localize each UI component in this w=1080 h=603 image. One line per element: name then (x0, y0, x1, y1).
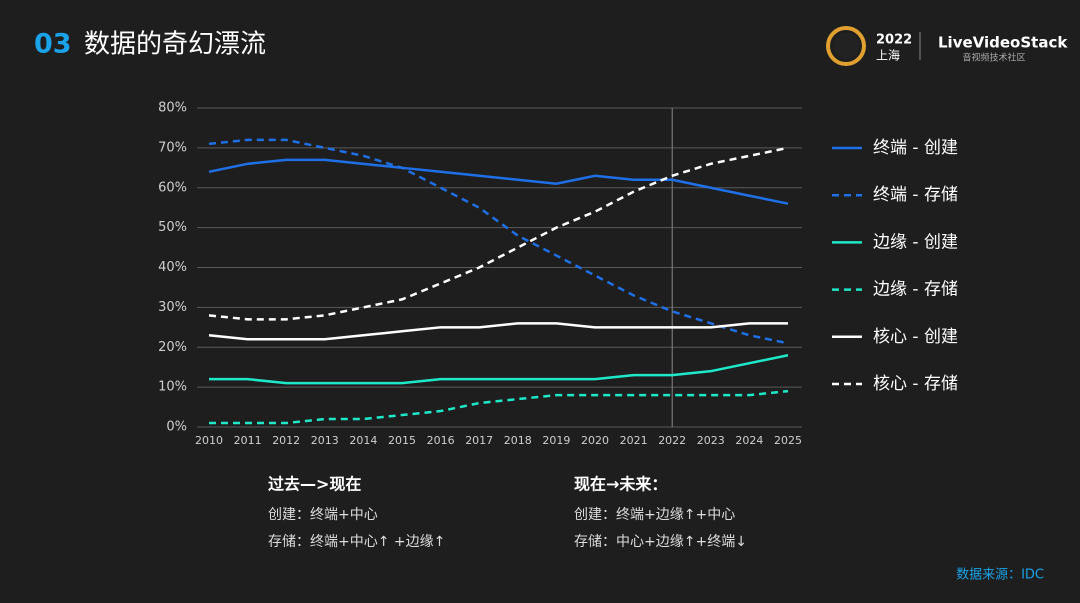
x-tick-label: 2019 (542, 434, 570, 447)
x-tick-label: 2015 (388, 434, 416, 447)
x-tick-label: 2024 (735, 434, 763, 447)
slide-title: 数据的奇幻漂流 (84, 30, 266, 60)
y-tick-label: 80% (158, 101, 187, 116)
note-heading: 过去—>现在 (268, 475, 361, 494)
legend-label: 终端 - 创建 (873, 138, 958, 158)
note-line: 存储：终端+中心↑ +边缘↑ (268, 534, 445, 550)
event-year: 2022 (876, 33, 912, 48)
x-tick-label: 2020 (581, 434, 609, 447)
source: 数据来源：IDC (956, 568, 1044, 583)
legend-label: 边缘 - 存储 (873, 280, 958, 300)
y-tick-label: 50% (158, 220, 187, 235)
y-tick-label: 30% (158, 300, 187, 315)
x-tick-label: 2022 (658, 434, 686, 447)
x-tick-label: 2011 (234, 434, 262, 447)
section-number: 03 (34, 29, 72, 60)
logo-core (833, 33, 859, 59)
x-tick-label: 2012 (272, 434, 300, 447)
x-tick-label: 2010 (195, 434, 223, 447)
y-tick-label: 0% (166, 420, 187, 435)
series-line (208, 158, 789, 205)
legend-label: 核心 - 创建 (873, 327, 958, 347)
x-tick-label: 2013 (311, 434, 339, 447)
x-tick-label: 2023 (697, 434, 725, 447)
note-line: 存储：中心+边缘↑+终端↓ (574, 534, 747, 550)
series-line (209, 389, 789, 425)
x-tick-label: 2016 (427, 434, 455, 447)
brand: LiveVideoStack (938, 34, 1068, 52)
y-tick-label: 70% (158, 140, 187, 155)
y-tick-label: 60% (158, 180, 187, 195)
y-tick-label: 20% (158, 340, 187, 355)
series-line (209, 354, 789, 385)
logo-ring (826, 26, 866, 66)
legend-label: 终端 - 存储 (873, 185, 958, 205)
y-tick-label: 40% (158, 260, 187, 275)
series-line (208, 138, 789, 345)
note-line: 创建：终端+中心 (268, 507, 378, 523)
x-tick-label: 2018 (504, 434, 532, 447)
x-tick-label: 2014 (349, 434, 377, 447)
legend-label: 核心 - 存储 (873, 374, 958, 394)
brand-subtitle: 音视频技术社区 (962, 52, 1025, 64)
note-heading: 现在→未来： (574, 475, 667, 494)
x-tick-label: 2021 (620, 434, 648, 447)
x-tick-label: 2017 (465, 434, 493, 447)
y-tick-label: 10% (158, 380, 187, 395)
legend-label: 边缘 - 创建 (873, 232, 958, 252)
series-line (208, 322, 788, 341)
x-tick-label: 2025 (774, 434, 802, 447)
event-city: 上海 (876, 48, 900, 63)
note-line: 创建：终端+边缘↑+中心 (574, 507, 735, 523)
series-line (208, 146, 789, 321)
